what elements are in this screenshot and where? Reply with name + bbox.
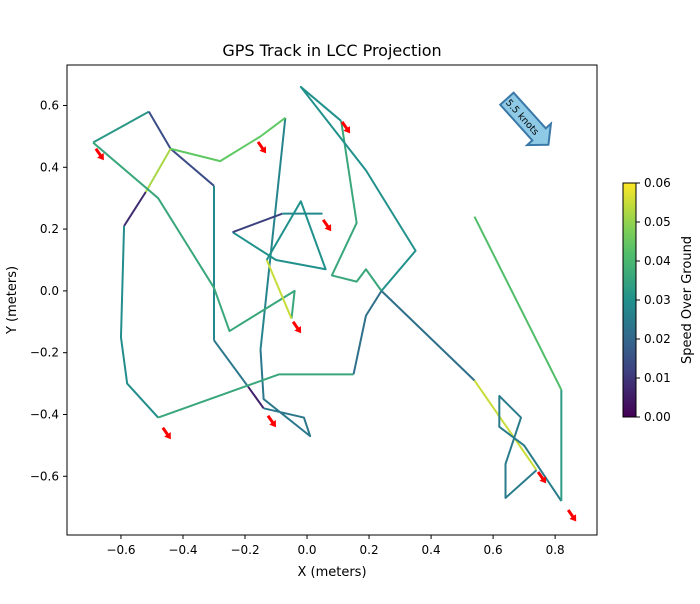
track-segment: [92, 110, 150, 144]
track-segment: [473, 216, 563, 391]
track-segment: [259, 117, 287, 350]
track-segment: [299, 85, 417, 292]
y-axis-ticks: −0.6 −0.4 −0.2 0.0 0.2 0.4 0.6: [30, 98, 67, 483]
track-segment: [259, 349, 312, 438]
colorbar-tick-label: 0.05: [644, 215, 671, 229]
chart-title: GPS Track in LCC Projection: [222, 41, 441, 60]
y-axis-label: Y (meters): [5, 266, 20, 335]
y-tick-label: 0.6: [40, 98, 59, 112]
track-segment: [498, 394, 563, 502]
track-segment: [119, 225, 159, 419]
track-segment: [92, 141, 296, 333]
x-axis-label: X (meters): [297, 565, 366, 580]
x-tick-label: 0.2: [360, 543, 379, 557]
speed-annotation: 5.5 knots: [498, 91, 553, 147]
colorbar-ticks: 0.00 0.01 0.02 0.03 0.04 0.05 0.06: [636, 176, 671, 424]
x-tick-label: 0.0: [297, 543, 316, 557]
heading-arrow: [340, 120, 351, 134]
colorbar-label: Speed Over Ground: [680, 236, 695, 364]
track-segment: [265, 259, 293, 320]
colorbar-tick-label: 0.00: [644, 410, 671, 424]
track-segment: [352, 289, 476, 382]
y-tick-label: 0.4: [40, 160, 59, 174]
heading-arrow: [256, 141, 267, 154]
track-segment: [144, 148, 172, 193]
y-tick-label: −0.6: [30, 469, 59, 483]
heading-arrow: [536, 471, 547, 484]
track-segment: [232, 212, 283, 234]
x-tick-label: −0.2: [230, 543, 259, 557]
x-tick-label: 0.6: [484, 543, 503, 557]
x-axis-ticks: −0.6 −0.4 −0.2 0.0 0.2 0.4 0.6 0.8: [106, 535, 565, 557]
track-segment: [330, 120, 383, 292]
x-tick-label: −0.4: [168, 543, 197, 557]
track-segment: [170, 117, 286, 163]
track-segment: [148, 111, 215, 187]
heading-arrows: [94, 120, 577, 522]
x-tick-label: 0.4: [422, 543, 441, 557]
track-segment: [213, 339, 249, 388]
y-tick-label: −0.2: [30, 346, 59, 360]
x-tick-label: 0.8: [546, 543, 565, 557]
colorbar-tick-label: 0.03: [644, 293, 671, 307]
colorbar-tick-label: 0.04: [644, 254, 671, 268]
track-segment: [473, 379, 538, 471]
track-segment: [232, 200, 327, 271]
track-segment: [157, 373, 354, 419]
heading-arrow: [321, 218, 332, 232]
y-tick-label: −0.4: [30, 407, 59, 421]
heading-arrow: [266, 414, 276, 428]
y-tick-label: 0.2: [40, 222, 59, 236]
heading-arrow: [566, 509, 577, 522]
y-tick-label: 0.0: [40, 284, 59, 298]
track-lines: [92, 85, 563, 502]
plot-frame: [66, 64, 598, 536]
colorbar-tick-label: 0.01: [644, 371, 671, 385]
annotation-arrow: [498, 91, 553, 147]
track-segment: [247, 386, 265, 409]
colorbar-tick-label: 0.02: [644, 332, 671, 346]
heading-arrow: [161, 426, 171, 440]
track-segment: [123, 191, 147, 227]
colorbar-tick-label: 0.06: [644, 176, 671, 190]
colorbar: [622, 182, 637, 418]
x-tick-label: −0.6: [106, 543, 135, 557]
heading-arrow: [291, 320, 302, 334]
heading-arrow: [94, 147, 104, 161]
